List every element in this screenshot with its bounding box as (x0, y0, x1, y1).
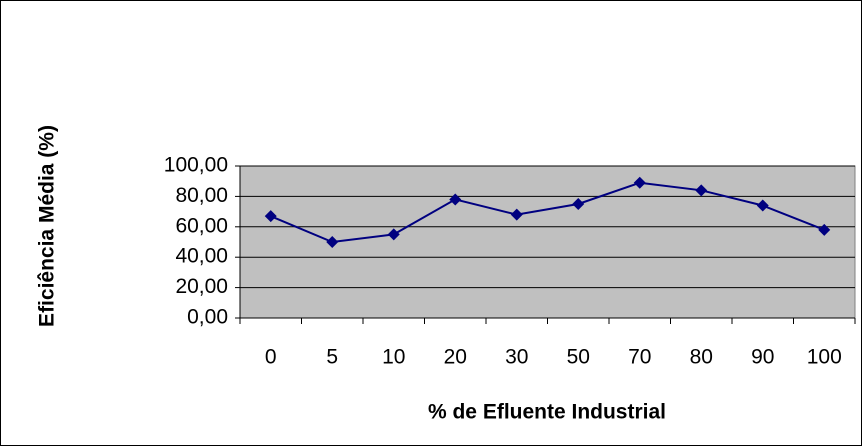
data-marker (264, 210, 277, 223)
y-tick-label: 20,00 (175, 275, 228, 298)
x-tick-label: 30 (505, 346, 528, 369)
data-marker (572, 198, 585, 210)
plot-area (239, 165, 856, 319)
y-tick-label: 60,00 (175, 214, 228, 237)
data-marker (756, 199, 769, 212)
data-marker (387, 228, 400, 241)
data-marker (695, 184, 708, 197)
y-tick-label: 40,00 (175, 245, 228, 268)
x-tick-label: 70 (628, 346, 651, 369)
x-tick-label: 5 (326, 346, 338, 369)
x-axis-title: % de Efluente Industrial (428, 401, 666, 424)
data-marker (633, 176, 646, 189)
data-marker (818, 223, 831, 236)
y-axis-title: Eficiência Média (%) (36, 125, 59, 327)
y-tick-label: 100,00 (164, 154, 228, 177)
data-marker (510, 208, 523, 221)
x-tick-label: 10 (382, 346, 405, 369)
x-tick-label: 90 (751, 346, 774, 369)
x-tick-label: 0 (265, 346, 277, 369)
x-tick-label: 100 (807, 346, 842, 369)
data-line (270, 181, 825, 244)
y-tick-label: 0,00 (187, 306, 228, 329)
x-tick-label: 50 (567, 346, 590, 369)
x-tick-label: 20 (444, 346, 467, 369)
x-tick-label: 80 (690, 346, 713, 369)
data-marker (326, 236, 339, 248)
data-marker (449, 193, 462, 206)
y-tick-label: 80,00 (175, 184, 228, 207)
